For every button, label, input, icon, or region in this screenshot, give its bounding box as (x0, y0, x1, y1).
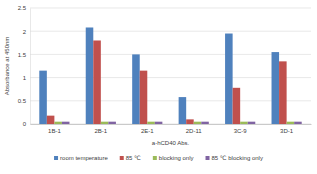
legend-label: room temperature (60, 155, 108, 161)
y-tick: 0.5 (18, 98, 30, 104)
x-tick-label: 2B-1 (94, 128, 107, 134)
legend-swatch (120, 156, 124, 160)
y-tick: 2.5 (18, 5, 30, 11)
legend-item: blocking only (153, 155, 194, 161)
grid-line (30, 8, 311, 9)
x-tick-label: 3D-1 (280, 128, 294, 134)
bar (201, 122, 209, 124)
bar (240, 122, 248, 124)
y-tick: 2 (23, 29, 30, 35)
bar (54, 122, 62, 124)
bar (47, 116, 55, 124)
grid-line (30, 31, 311, 32)
bar (279, 61, 287, 124)
bar (294, 122, 302, 124)
x-axis-title: a-hCD40 Abs. (152, 140, 190, 146)
y-tick-label: 1 (23, 75, 27, 81)
bar (233, 88, 241, 124)
bar (194, 122, 202, 124)
bar (225, 34, 233, 124)
x-tick-label: 1B-1 (48, 128, 61, 134)
bar (186, 119, 194, 124)
y-tick-label: 2.5 (18, 5, 27, 11)
bar (86, 27, 94, 124)
grid-line (30, 77, 311, 78)
y-tick: 1 (23, 75, 30, 81)
y-tick: 1.5 (18, 52, 30, 58)
chart-container: 0 0.5 1 1.5 2 2.5 1B-1 2B-1 2E-1 2D-11 3C-9 3D-1 Abs… (0, 0, 317, 174)
bar (248, 122, 256, 124)
bar (272, 52, 280, 124)
legend-label: 85 ℃ (126, 155, 141, 161)
x-tick: 1B-1 (48, 124, 61, 134)
grid-line (30, 124, 311, 125)
x-tick-label: 2D-11 (186, 128, 203, 134)
y-axis-line (30, 9, 31, 125)
legend-label: 85 ℃ blocking only (212, 155, 263, 161)
y-axis-title: Absorbance at 450nm (4, 37, 10, 96)
bar (132, 54, 140, 124)
plot: 0 0.5 1 1.5 2 2.5 1B-1 2B-1 2E-1 2D-11 3C-9 3D-1 (18, 5, 312, 134)
x-tick-label: 3C-9 (234, 128, 248, 134)
y-tick: 0 (23, 121, 30, 127)
x-tick: 2D-11 (186, 124, 203, 134)
bar (287, 122, 295, 124)
legend-label: blocking only (159, 155, 194, 161)
bar (155, 122, 163, 124)
x-tick-label: 2E-1 (141, 128, 154, 134)
bar (140, 71, 148, 124)
grid-line (30, 54, 311, 55)
y-tick-label: 1.5 (18, 52, 27, 58)
x-axis: 1B-1 2B-1 2E-1 2D-11 3C-9 3D-1 (31, 124, 312, 134)
grid (30, 8, 311, 124)
legend-swatch (153, 156, 157, 160)
bars (39, 27, 301, 124)
x-tick: 2E-1 (141, 124, 154, 134)
bar (93, 40, 101, 124)
grid-line (30, 100, 311, 101)
bar (39, 71, 47, 124)
legend-swatch (54, 156, 58, 160)
x-tick: 3D-1 (280, 124, 294, 134)
bar (108, 122, 116, 124)
x-tick: 3C-9 (234, 124, 248, 134)
bar (101, 122, 109, 124)
bar (62, 122, 70, 124)
legend-swatch (206, 156, 210, 160)
y-axis: 0 0.5 1 1.5 2 2.5 (18, 5, 31, 127)
y-tick-label: 2 (23, 29, 27, 35)
legend-item: 85 ℃ (120, 155, 141, 161)
x-tick: 2B-1 (94, 124, 107, 134)
chart: 0 0.5 1 1.5 2 2.5 1B-1 2B-1 2E-1 2D-11 3C-9 3D-1 Abs… (0, 0, 317, 174)
legend-item: room temperature (54, 155, 108, 161)
bar (179, 97, 187, 124)
bar (147, 122, 155, 124)
legend-item: 85 ℃ blocking only (206, 155, 263, 161)
y-tick-label: 0.5 (18, 98, 27, 104)
legend: room temperature 85 ℃ blocking only 85 ℃ bl… (54, 155, 263, 161)
x-axis-line (31, 124, 312, 125)
y-tick-label: 0 (23, 121, 27, 127)
